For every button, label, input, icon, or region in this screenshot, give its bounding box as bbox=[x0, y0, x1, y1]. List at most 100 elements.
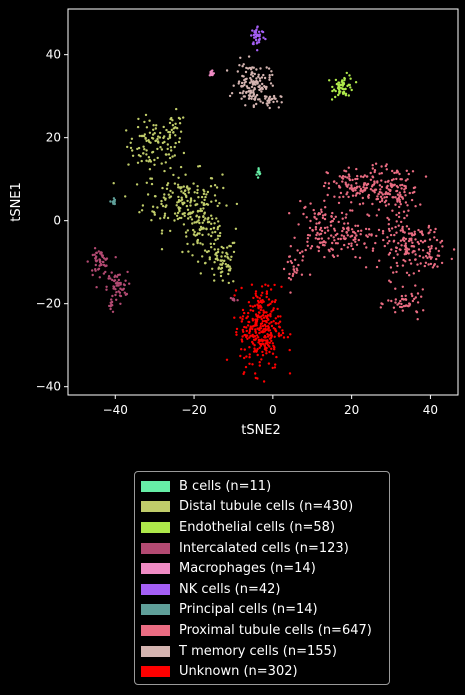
data-point bbox=[426, 251, 429, 255]
data-point bbox=[171, 191, 174, 194]
data-point bbox=[342, 195, 345, 198]
data-point bbox=[231, 241, 234, 245]
data-point bbox=[304, 205, 307, 209]
data-point bbox=[350, 234, 354, 237]
data-point bbox=[262, 73, 265, 77]
data-point bbox=[401, 227, 404, 230]
data-point bbox=[349, 86, 352, 89]
data-point bbox=[163, 216, 166, 219]
data-point bbox=[240, 97, 243, 100]
legend: B cells (n=11) Distal tubule cells (n=430… bbox=[134, 471, 390, 685]
data-point bbox=[105, 288, 108, 291]
data-point bbox=[413, 186, 417, 189]
data-point bbox=[329, 224, 333, 227]
data-point bbox=[380, 179, 383, 182]
data-point bbox=[387, 179, 390, 183]
data-point bbox=[137, 154, 141, 157]
data-point bbox=[386, 184, 389, 188]
data-point bbox=[174, 122, 177, 126]
data-point bbox=[389, 188, 392, 192]
data-point bbox=[251, 333, 254, 337]
data-point bbox=[202, 215, 205, 218]
data-point bbox=[268, 78, 271, 82]
data-point bbox=[330, 234, 333, 237]
data-point bbox=[342, 237, 345, 240]
data-point bbox=[330, 215, 333, 218]
data-point bbox=[424, 255, 428, 258]
data-point bbox=[386, 242, 389, 245]
data-point bbox=[389, 184, 393, 187]
data-point bbox=[323, 244, 326, 247]
data-point bbox=[404, 294, 407, 297]
data-point bbox=[319, 232, 323, 235]
data-point bbox=[393, 183, 396, 186]
scatter-plot: −40 −20 0 20 40 −40 −20 0 20 40 tSNE2 tSNE1 bbox=[9, 8, 459, 438]
data-point bbox=[323, 226, 327, 230]
data-point bbox=[209, 242, 212, 245]
data-point bbox=[435, 257, 438, 261]
data-point bbox=[163, 169, 166, 173]
data-point bbox=[101, 255, 104, 259]
data-point bbox=[224, 255, 227, 258]
data-point bbox=[160, 248, 164, 251]
data-point bbox=[262, 309, 265, 312]
data-point bbox=[195, 215, 198, 218]
data-point bbox=[258, 172, 262, 175]
data-point bbox=[186, 229, 189, 232]
data-point bbox=[266, 333, 269, 336]
data-point bbox=[341, 91, 345, 94]
data-point bbox=[169, 146, 173, 149]
data-point bbox=[413, 297, 416, 301]
data-point bbox=[351, 247, 355, 251]
data-point bbox=[170, 128, 173, 132]
data-point bbox=[251, 309, 255, 312]
data-point bbox=[147, 139, 150, 142]
data-point bbox=[251, 75, 255, 78]
data-point bbox=[145, 181, 148, 184]
data-point bbox=[261, 291, 264, 294]
data-point bbox=[397, 224, 400, 227]
data-point bbox=[272, 307, 275, 310]
data-point bbox=[203, 212, 206, 215]
data-point bbox=[335, 182, 338, 185]
legend-item: Endothelial cells (n=58) bbox=[141, 517, 383, 538]
data-point bbox=[251, 29, 254, 32]
data-point bbox=[189, 215, 192, 219]
data-point bbox=[216, 204, 219, 208]
data-point bbox=[395, 270, 398, 274]
data-point bbox=[347, 227, 350, 230]
data-point bbox=[257, 75, 260, 79]
data-point bbox=[167, 130, 170, 134]
data-point bbox=[346, 246, 349, 249]
data-point bbox=[138, 211, 141, 214]
data-point bbox=[159, 131, 162, 135]
data-point bbox=[212, 226, 216, 230]
data-point bbox=[265, 66, 268, 69]
data-point bbox=[308, 226, 312, 230]
data-point bbox=[159, 217, 162, 220]
data-point bbox=[277, 322, 280, 325]
data-point bbox=[109, 200, 112, 203]
data-point bbox=[245, 326, 248, 329]
data-point bbox=[262, 328, 265, 331]
data-point bbox=[252, 33, 256, 37]
data-point bbox=[271, 73, 274, 77]
data-point bbox=[250, 85, 254, 89]
data-point bbox=[123, 291, 127, 294]
data-point bbox=[354, 189, 357, 192]
data-point bbox=[270, 300, 274, 304]
data-point bbox=[289, 333, 292, 336]
data-point bbox=[416, 318, 419, 321]
data-point bbox=[344, 170, 348, 173]
data-point bbox=[362, 175, 365, 179]
data-point bbox=[405, 304, 408, 307]
data-point bbox=[399, 178, 402, 181]
data-point bbox=[223, 259, 226, 262]
data-point bbox=[252, 104, 255, 107]
data-point bbox=[145, 126, 149, 129]
data-point bbox=[105, 285, 108, 288]
data-point bbox=[245, 316, 248, 320]
x-tick-label: −40 bbox=[103, 403, 128, 417]
data-point bbox=[219, 263, 222, 266]
data-point bbox=[227, 265, 230, 268]
